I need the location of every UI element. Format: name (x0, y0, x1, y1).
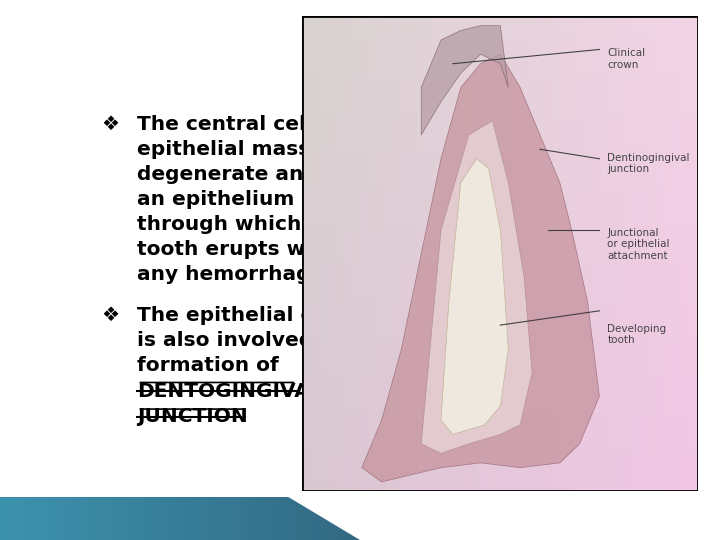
Text: Clinical
crown: Clinical crown (607, 48, 645, 70)
Text: Dentinogingival
junction: Dentinogingival junction (607, 153, 690, 174)
Text: 24: 24 (612, 457, 631, 472)
Text: DENTOGINGIVAL
JUNCTION: DENTOGINGIVAL JUNCTION (138, 382, 323, 426)
Polygon shape (421, 121, 532, 454)
Text: The central cells of this
epithelial mass
degenerate and forms
an epithelium lin: The central cells of this epithelial mas… (138, 114, 412, 284)
Text: The epithelial cell mass
is also involved in the
formation of: The epithelial cell mass is also involve… (138, 306, 406, 375)
Polygon shape (361, 54, 599, 482)
Text: Junctional
or epithelial
attachment: Junctional or epithelial attachment (607, 228, 670, 261)
Text: Developing
tooth: Developing tooth (607, 324, 667, 346)
Text: ❖: ❖ (101, 306, 120, 325)
Polygon shape (421, 26, 508, 135)
Polygon shape (441, 159, 508, 434)
Text: ❖: ❖ (101, 114, 120, 134)
